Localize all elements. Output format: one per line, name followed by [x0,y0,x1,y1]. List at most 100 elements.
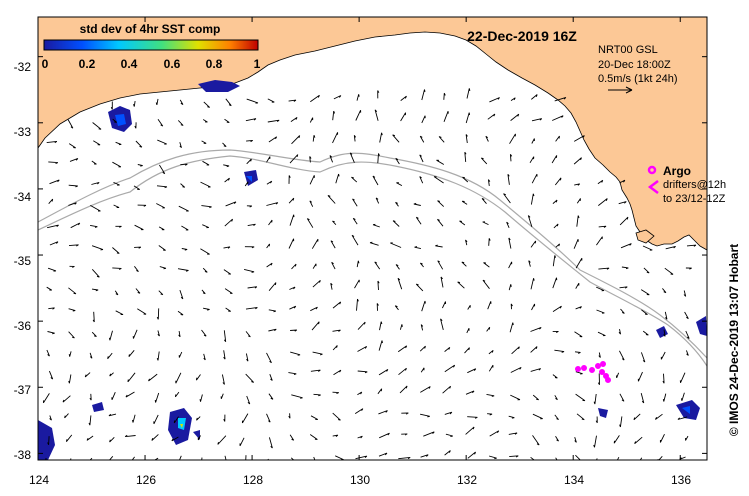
current-vector [575,257,583,269]
current-vector [224,118,230,123]
current-vector [552,277,558,289]
current-vector [598,352,601,358]
current-vector [413,202,421,206]
current-vector [530,240,537,248]
current-vector [660,351,666,360]
current-vector [379,132,383,143]
current-vector [415,283,424,292]
y-tick-label: -37 [14,383,32,397]
argo-marker [647,165,657,175]
current-vector [268,437,273,449]
island [635,229,655,244]
current-vector [131,456,135,460]
scale-arrow-head [625,86,633,94]
current-vector [438,136,445,143]
current-vector [421,115,426,124]
current-vector [223,330,227,343]
current-vector [593,435,597,448]
current-vector [465,239,468,246]
current-vector [457,281,465,289]
colorbar-tick: 1 [254,57,261,71]
current-vector [312,263,317,269]
current-vector [508,284,512,291]
colorbar-tick: 0.4 [121,57,138,71]
current-vector [223,164,230,168]
current-vector [288,175,291,184]
current-vector [400,95,407,101]
current-vector [89,457,93,460]
current-vector [113,181,120,186]
current-vector [511,346,520,355]
current-vector [532,435,540,446]
current-vector [392,134,400,143]
current-vector [225,307,231,312]
x-tick-label: 134 [564,473,584,487]
current-vector [181,248,188,251]
current-vector [420,413,430,418]
current-vector [554,96,567,102]
y-tick-label: -34 [14,190,32,204]
current-vector [90,205,101,212]
current-vector [576,413,585,421]
current-vector [619,179,626,184]
axis-ticks [37,17,707,460]
current-vector [615,372,620,379]
current-vector [397,345,408,353]
current-vector [620,243,632,249]
current-vector [111,392,116,400]
current-vector [137,164,143,167]
current-vector [420,324,424,331]
current-vector [68,374,72,384]
current-vector [153,457,159,460]
current-vector [619,216,629,226]
current-vector [597,373,600,386]
current-vector [633,413,641,421]
current-vector [333,369,342,376]
current-vector [245,118,257,122]
current-vector [398,456,411,460]
current-vector [574,331,583,338]
current-vector [202,160,210,166]
current-vector [266,352,272,364]
current-vector [62,395,71,403]
current-vector [356,260,360,268]
current-vector [332,301,342,309]
plot-frame [37,16,708,461]
current-vector [245,353,249,362]
current-vector [530,193,535,205]
current-vector [156,185,168,189]
current-vector [179,142,182,149]
current-vector [115,141,122,146]
current-vector [401,412,409,415]
current-vector [310,306,318,312]
current-vector [444,346,451,352]
current-vector [444,411,453,415]
current-vector [330,282,333,290]
current-vector [444,364,456,373]
current-vector [312,351,323,356]
current-vector [351,176,358,183]
current-vector [180,163,188,166]
current-vector [309,175,315,185]
current-vector [69,265,75,268]
current-date: 20-Dec 18:00Z [598,59,671,71]
current-vector [464,151,467,162]
current-vector [197,435,201,441]
current-vector [597,331,606,337]
current-vector [442,385,452,394]
current-vector [574,183,581,186]
x-tick-label: 136 [671,473,691,487]
current-vector [596,236,603,246]
current-vector [379,432,390,439]
current-vector [641,309,648,316]
colorbar-gradient [43,39,259,51]
current-vector [465,390,475,395]
current-vector [222,142,227,148]
current-vector [124,434,136,438]
current-vector [114,290,119,296]
current-vector [310,94,320,103]
current-vector [510,366,522,373]
y-tick-label: -32 [14,60,32,74]
current-vector [372,175,379,186]
